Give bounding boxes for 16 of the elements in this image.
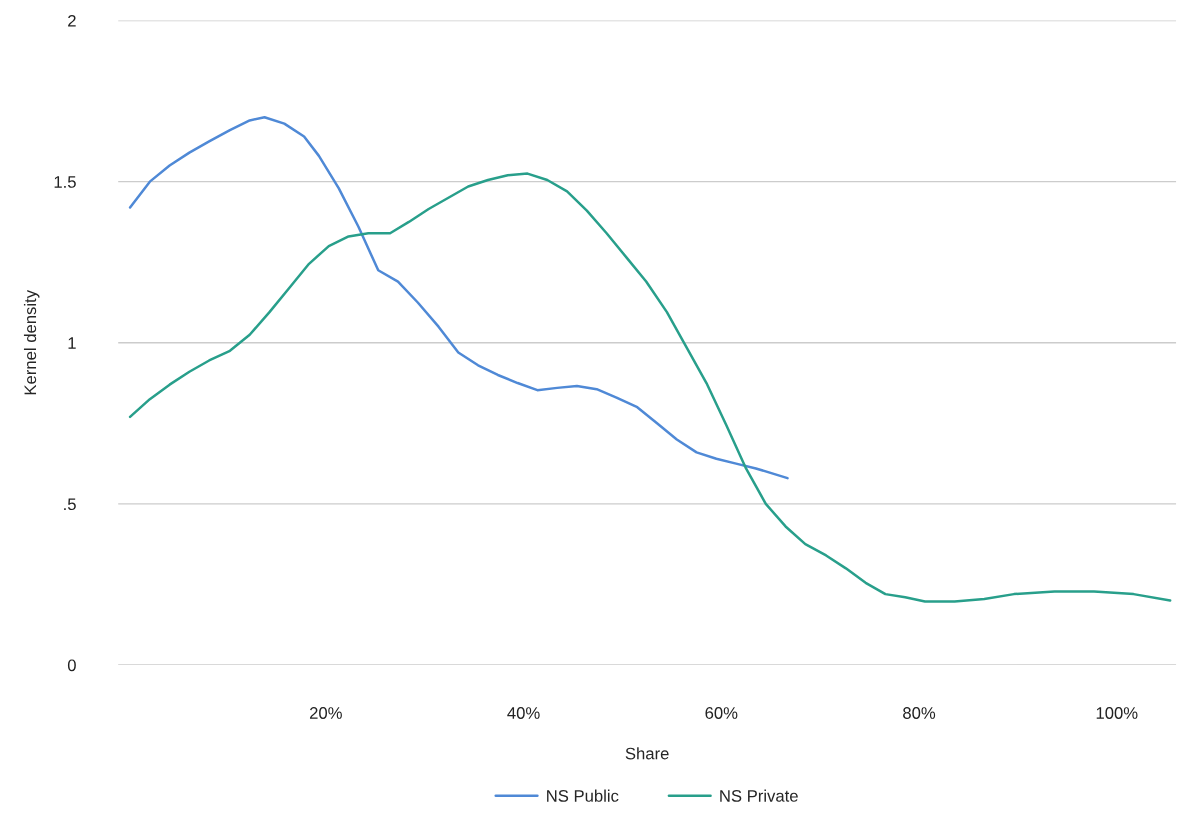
y-axis-title: Kernel density	[23, 289, 40, 395]
line-series	[128, 115, 789, 480]
y-tick-label: 2	[68, 14, 76, 27]
x-tick-label: 80%	[903, 707, 936, 719]
y-tick-label: .5	[64, 498, 76, 511]
y-tick-label: 1	[68, 337, 76, 349]
x-tick-label: 60%	[705, 707, 738, 719]
legend-label: NS Public	[547, 789, 619, 802]
x-tick-label: 40%	[507, 707, 540, 719]
x-tick-label: 100%	[1096, 707, 1138, 719]
x-tick-label: 20%	[309, 707, 342, 719]
y-tick-label: 0	[67, 659, 76, 672]
line-series	[128, 172, 1172, 603]
y-tick-label: 1.5	[54, 176, 76, 188]
legend-label: NS Private	[720, 789, 798, 802]
x-axis-title: Share	[625, 747, 669, 760]
